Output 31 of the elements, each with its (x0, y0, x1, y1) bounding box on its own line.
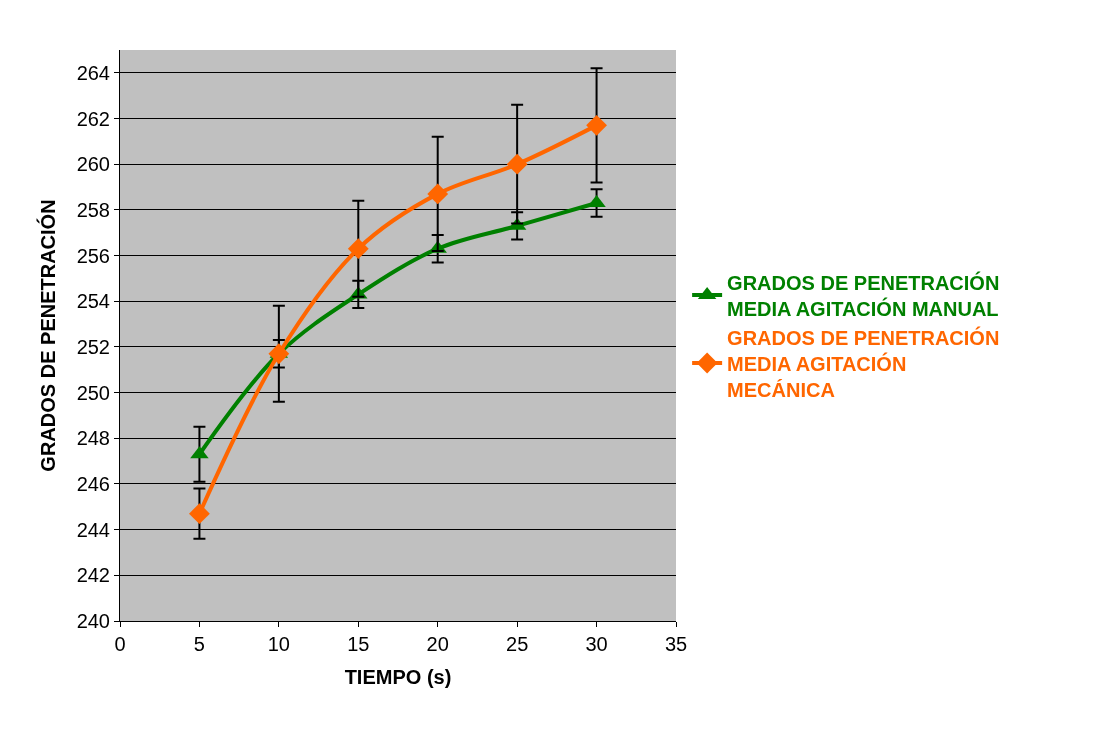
x-tick-label: 30 (585, 633, 608, 655)
legend-label: GRADOS DE PENETRACIÓN MEDIA AGITACIÓN MANUAL (727, 270, 1000, 320)
x-tick-label: 10 (267, 633, 290, 655)
y-tick-label: 258 (76, 198, 110, 221)
y-tick-label: 252 (76, 335, 110, 358)
point (347, 238, 369, 260)
x-tick-label: 15 (347, 633, 370, 655)
y-tick-label: 254 (76, 290, 110, 313)
y-axis-title: GRADOS DE PENETRACIÓN (36, 199, 60, 472)
x-tick-label: 5 (193, 633, 205, 655)
x-tick-label: 25 (506, 633, 529, 655)
x-tick-label: 20 (426, 633, 449, 655)
x-tick-label: 35 (664, 633, 688, 655)
point (586, 114, 607, 136)
y-tick-label: 248 (76, 427, 110, 450)
y-tick-label: 242 (76, 564, 110, 587)
y-tick-label: 246 (76, 472, 110, 495)
y-tick-label: 244 (76, 518, 110, 541)
point (506, 153, 528, 175)
point (427, 183, 449, 205)
x-tick-label: 0 (114, 633, 126, 655)
y-tick-label: 250 (76, 381, 110, 404)
y-tick-label: 256 (76, 244, 110, 267)
legend-label: GRADOS DE PENETRACIÓN MEDIA AGITACIÓN MECÁNICA (727, 325, 1000, 401)
y-tick-label: 264 (76, 61, 110, 84)
point (189, 503, 210, 525)
y-tick-label: 240 (76, 610, 110, 632)
point (268, 343, 290, 365)
y-tick-label: 262 (76, 107, 110, 130)
y-tick-label: 260 (76, 153, 110, 176)
x-axis-title: TIEMPO (s) (344, 665, 452, 688)
